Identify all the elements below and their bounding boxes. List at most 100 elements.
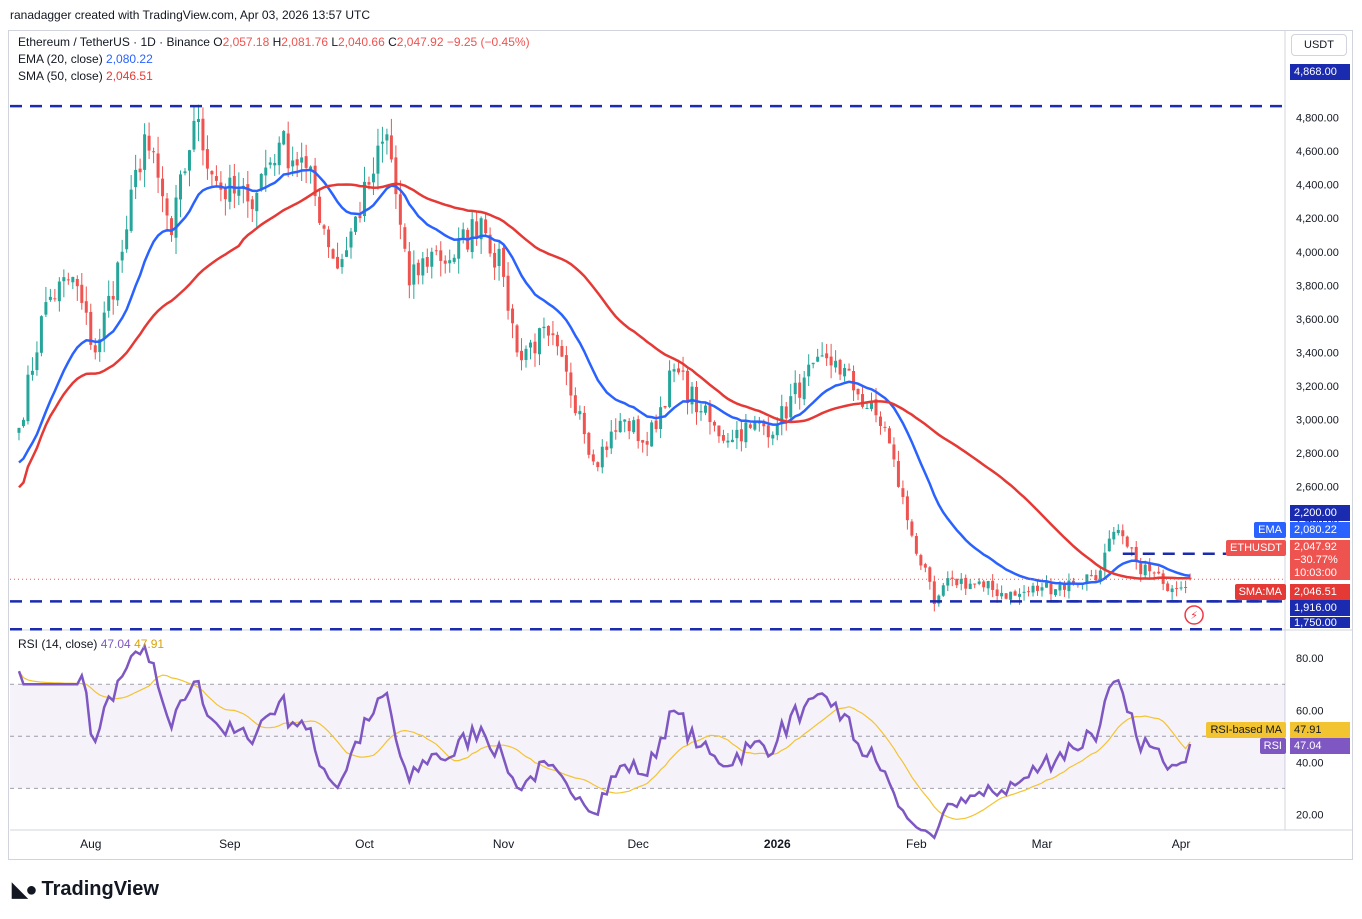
candle-body [201,118,205,151]
candle-body [766,425,770,438]
candle-body [125,229,129,250]
candle-body [726,440,730,443]
candle-body [336,256,340,269]
ema-name-tag: EMA [1254,522,1286,538]
candle-body [304,156,308,168]
candle-body [708,404,712,423]
sma-label: SMA (50, close) [18,69,103,83]
candle-body [919,555,923,566]
candle-body [600,446,604,468]
candle-body [93,345,97,353]
candle-body [1000,592,1004,597]
candle-body [520,350,524,361]
candle-body [57,281,61,302]
candle-body [847,368,851,371]
candle-body [1071,580,1075,584]
candle-body [977,581,981,584]
price-tick-label: 3,600.00 [1296,314,1339,326]
candle-body [991,580,995,590]
candle-body [932,581,936,605]
open-label: O [213,35,223,49]
candle-body [223,187,227,200]
currency-button[interactable]: USDT [1291,34,1347,56]
candle-body [1053,589,1057,596]
candle-body [394,157,398,195]
candle-body [30,370,34,375]
candle-body [44,302,48,315]
ema-label: EMA (20, close) [18,52,103,66]
sma-name-tag: SMA:MA [1234,584,1286,600]
candle-body [488,234,492,254]
price-tick-label: 4,000.00 [1296,247,1339,259]
rsi-label: RSI (14, close) [18,637,98,651]
candle-body [246,184,250,202]
candle-body [165,198,169,216]
symbol-title[interactable]: Ethereum / TetherUS · 1D · Binance [18,35,210,49]
candle-body [345,250,349,257]
candles [17,104,1192,612]
candle-body [614,430,618,432]
candle-body [228,177,232,202]
time-tick-label: Apr [1172,837,1191,851]
candle-body [170,218,174,235]
candle-body [1040,587,1044,591]
chart-legend: Ethereum / TetherUS · 1D · Binance O2,05… [18,34,530,85]
candle-body [668,370,672,407]
sma50-line [18,182,1191,580]
ema-legend[interactable]: EMA (20, close) 2,080.22 [18,51,530,68]
candle-body [896,461,900,487]
rsi-line [17,642,1192,840]
rsi-value-tag: 47.04 [1290,738,1350,754]
open-value: 2,057.18 [222,35,270,49]
candle-body [1116,529,1120,534]
symbol-name-tag: ETHUSDT [1226,540,1286,556]
candle-body [475,221,479,239]
candle-body [98,339,102,353]
candle-body [681,370,685,372]
candle-body [627,421,631,432]
low-value: 2,040.66 [338,35,385,49]
candle-body [672,369,676,372]
candle-body [143,134,147,170]
candle-body [309,166,313,170]
level-tag-2200: 2,200.00 [1290,505,1350,521]
candle-body [286,133,290,169]
candle-body [986,580,990,589]
candle-body [524,348,528,360]
candle-body [425,257,429,267]
candle-body [457,238,461,259]
price-tick-label: 3,400.00 [1296,347,1339,359]
candle-body [645,441,649,445]
candle-body [941,585,945,596]
candle-body [798,382,802,398]
candle-body [205,149,209,169]
candle-body [843,367,847,377]
candle-body [1134,546,1138,563]
time-tick-label: Aug [80,837,101,851]
candle-body [910,521,914,536]
candle-body [300,157,304,163]
tradingview-logo[interactable]: ◣● TradingView [12,877,159,902]
time-tick-label: Dec [628,837,649,851]
rsi-legend[interactable]: RSI (14, close) 47.04 47.91 [18,637,164,651]
candle-body [75,278,79,287]
candle-body [641,440,645,443]
candle-body [21,419,25,427]
candle-body [829,356,833,366]
candle-body [721,435,725,441]
candle-body [802,377,806,400]
candle-body [340,259,344,268]
candle-body [331,249,335,259]
candle-body [1004,593,1008,599]
candle-body [1018,593,1022,597]
candle-body [448,260,452,264]
candle-body [268,162,272,165]
candle-body [784,406,788,419]
candle-body [26,374,30,422]
candle-body [439,250,443,261]
candle-body [183,171,187,174]
candle-body [318,196,322,223]
sma-legend[interactable]: SMA (50, close) 2,046.51 [18,68,530,85]
candle-body [811,362,815,365]
